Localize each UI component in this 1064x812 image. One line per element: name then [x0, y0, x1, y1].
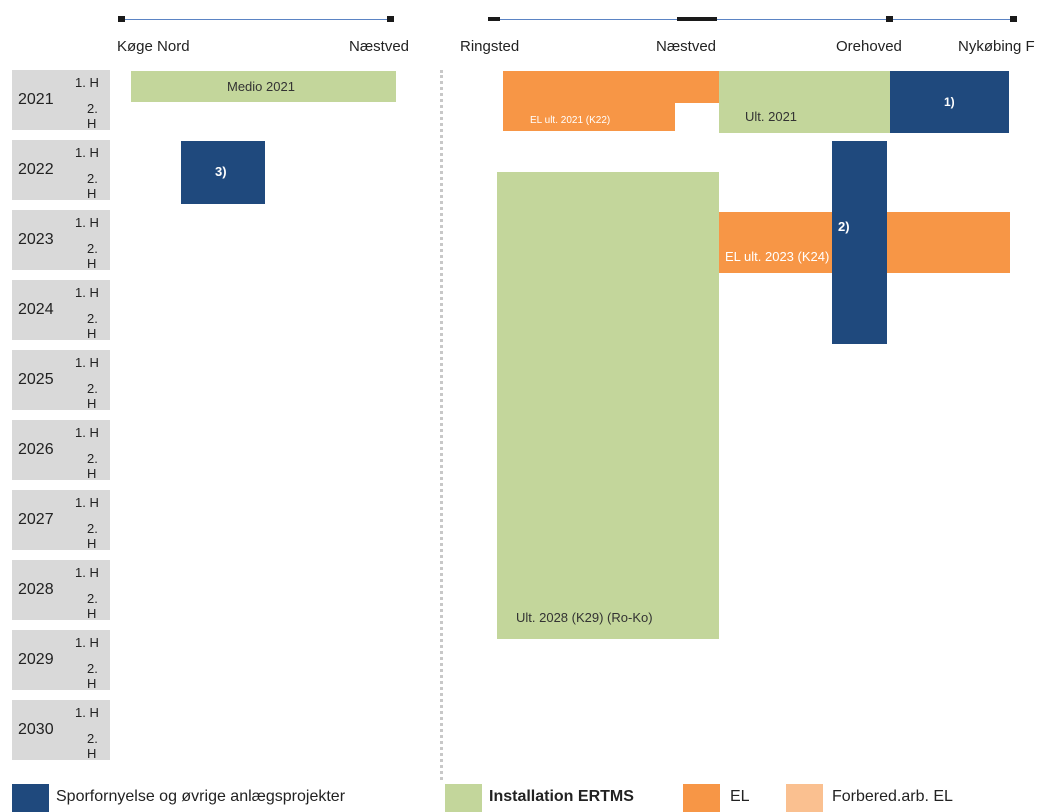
half-year-2-label: 2. H [87, 241, 98, 271]
year-row-2030: 2030 1. H 2. H [12, 700, 110, 761]
right-track-orehoved-marker [886, 16, 893, 22]
legend-label-prep-el: Forbered.arb. EL [832, 788, 953, 805]
half-year-2-label: 2. H [87, 171, 98, 201]
block-label-note-2: 2) [838, 219, 850, 234]
year-label: 2029 [18, 651, 54, 668]
station-label-orehoved: Orehoved [836, 38, 902, 55]
station-label-koge-nord: Køge Nord [117, 38, 190, 55]
ertms-block-ringsted-naestved: Ult. 2028 (K29) (Ro-Ko) [497, 172, 719, 639]
track-renewal-block-note-1: 1) [890, 71, 1009, 133]
half-year-1-label: 1. H [75, 705, 99, 720]
year-row-2026: 2026 1. H 2. H [12, 420, 110, 481]
year-label: 2024 [18, 301, 54, 318]
right-track-line [492, 19, 1014, 20]
year-label: 2030 [18, 721, 54, 738]
station-label-naestved-right: Næstved [656, 38, 717, 55]
year-label: 2025 [18, 371, 54, 388]
block-label-medio-2021: Medio 2021 [227, 79, 295, 94]
right-track-mid-thick-section [677, 17, 717, 21]
half-year-2-label: 2. H [87, 591, 98, 621]
year-row-2029: 2029 1. H 2. H [12, 630, 110, 691]
left-track-start-marker [118, 16, 125, 22]
year-row-2024: 2024 1. H 2. H [12, 280, 110, 341]
section-divider [440, 70, 443, 780]
track-renewal-block-note-2: 2) [832, 141, 887, 344]
half-year-2-label: 2. H [87, 521, 98, 551]
half-year-2-label: 2. H [87, 101, 98, 131]
legend-label-el: EL [730, 788, 750, 805]
year-row-2025: 2025 1. H 2. H [12, 350, 110, 411]
year-label: 2022 [18, 161, 54, 178]
track-renewal-block-note-3: 3) [181, 141, 265, 204]
legend-swatch-track-renewal [12, 784, 49, 812]
legend-label-ertms: Installation ERTMS [489, 788, 634, 805]
year-row-2027: 2027 1. H 2. H [12, 490, 110, 551]
year-row-2021: 2021 1. H 2. H [12, 70, 110, 131]
year-label: 2028 [18, 581, 54, 598]
half-year-1-label: 1. H [75, 495, 99, 510]
block-label-el-ult-2023: EL ult. 2023 (K24) [725, 249, 830, 264]
el-block-2021-upper [503, 71, 719, 103]
right-track-start-marker [488, 17, 500, 21]
half-year-2-label: 2. H [87, 451, 98, 481]
station-label-naestved-left: Næstved [349, 38, 410, 55]
year-row-2028: 2028 1. H 2. H [12, 560, 110, 621]
year-row-2023: 2023 1. H 2. H [12, 210, 110, 271]
block-label-note-3: 3) [215, 164, 227, 179]
left-track-line [122, 19, 392, 20]
half-year-2-label: 2. H [87, 731, 98, 761]
half-year-1-label: 1. H [75, 215, 99, 230]
block-label-ult-2021: Ult. 2021 [745, 109, 798, 124]
year-label: 2027 [18, 511, 54, 528]
half-year-2-label: 2. H [87, 311, 98, 341]
right-track-end-marker [1010, 16, 1017, 22]
block-label-note-1: 1) [944, 95, 955, 109]
half-year-2-label: 2. H [87, 661, 98, 691]
el-block-2021-lower: EL ult. 2021 (K22) [503, 103, 675, 131]
half-year-1-label: 1. H [75, 635, 99, 650]
ertms-block-2021-naestved-orehoved: Ult. 2021 [719, 71, 890, 133]
half-year-1-label: 1. H [75, 565, 99, 580]
half-year-1-label: 1. H [75, 285, 99, 300]
legend-swatch-prep-el [786, 784, 823, 812]
year-row-2022: 2022 1. H 2. H [12, 140, 110, 201]
half-year-2-label: 2. H [87, 381, 98, 411]
block-label-ult-2028: Ult. 2028 (K29) (Ro-Ko) [516, 610, 653, 625]
legend-swatch-el [683, 784, 720, 812]
left-track-end-marker [387, 16, 394, 22]
year-label: 2023 [18, 231, 54, 248]
legend-swatch-ertms [445, 784, 482, 812]
half-year-1-label: 1. H [75, 425, 99, 440]
half-year-1-label: 1. H [75, 145, 99, 160]
block-label-el-ult-2021: EL ult. 2021 (K22) [530, 115, 611, 126]
half-year-1-label: 1. H [75, 355, 99, 370]
station-label-ringsted: Ringsted [460, 38, 520, 55]
half-year-1-label: 1. H [75, 75, 99, 90]
year-label: 2021 [18, 91, 54, 108]
legend-label-track-renewal: Sporfornyelse og øvrige anlægsprojekter [56, 788, 346, 805]
year-label: 2026 [18, 441, 54, 458]
station-label-nykobing-f: Nykøbing F [958, 38, 1035, 55]
ertms-block-koge-naestved: Medio 2021 [131, 71, 396, 102]
